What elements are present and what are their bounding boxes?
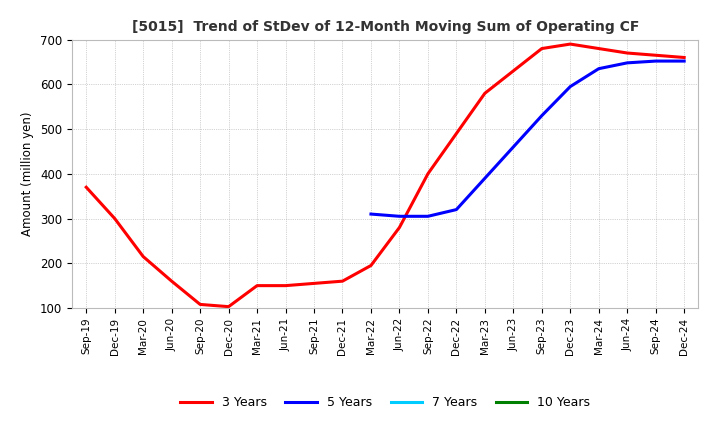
3 Years [167,279,176,284]
3 Years [480,91,489,96]
3 Years [366,263,375,268]
3 Years [623,50,631,55]
5 Years [395,214,404,219]
Title: [5015]  Trend of StDev of 12-Month Moving Sum of Operating CF: [5015] Trend of StDev of 12-Month Moving… [132,20,639,34]
3 Years [680,55,688,60]
5 Years [537,113,546,118]
3 Years [652,53,660,58]
5 Years [652,59,660,64]
3 Years [537,46,546,51]
5 Years [680,59,688,64]
3 Years [338,279,347,284]
Y-axis label: Amount (million yen): Amount (million yen) [22,112,35,236]
5 Years [452,207,461,212]
3 Years [423,171,432,176]
Legend: 3 Years, 5 Years, 7 Years, 10 Years: 3 Years, 5 Years, 7 Years, 10 Years [176,392,595,414]
3 Years [82,184,91,190]
3 Years [282,283,290,288]
Line: 5 Years: 5 Years [371,61,684,216]
5 Years [595,66,603,71]
3 Years [595,46,603,51]
3 Years [139,254,148,259]
3 Years [452,131,461,136]
3 Years [253,283,261,288]
3 Years [509,68,518,73]
Line: 3 Years: 3 Years [86,44,684,307]
5 Years [509,144,518,150]
3 Years [395,225,404,230]
3 Years [566,41,575,47]
5 Years [566,84,575,89]
5 Years [366,211,375,216]
5 Years [423,214,432,219]
5 Years [623,60,631,66]
3 Years [310,281,318,286]
3 Years [196,302,204,307]
3 Years [225,304,233,309]
3 Years [110,216,119,221]
5 Years [480,176,489,181]
